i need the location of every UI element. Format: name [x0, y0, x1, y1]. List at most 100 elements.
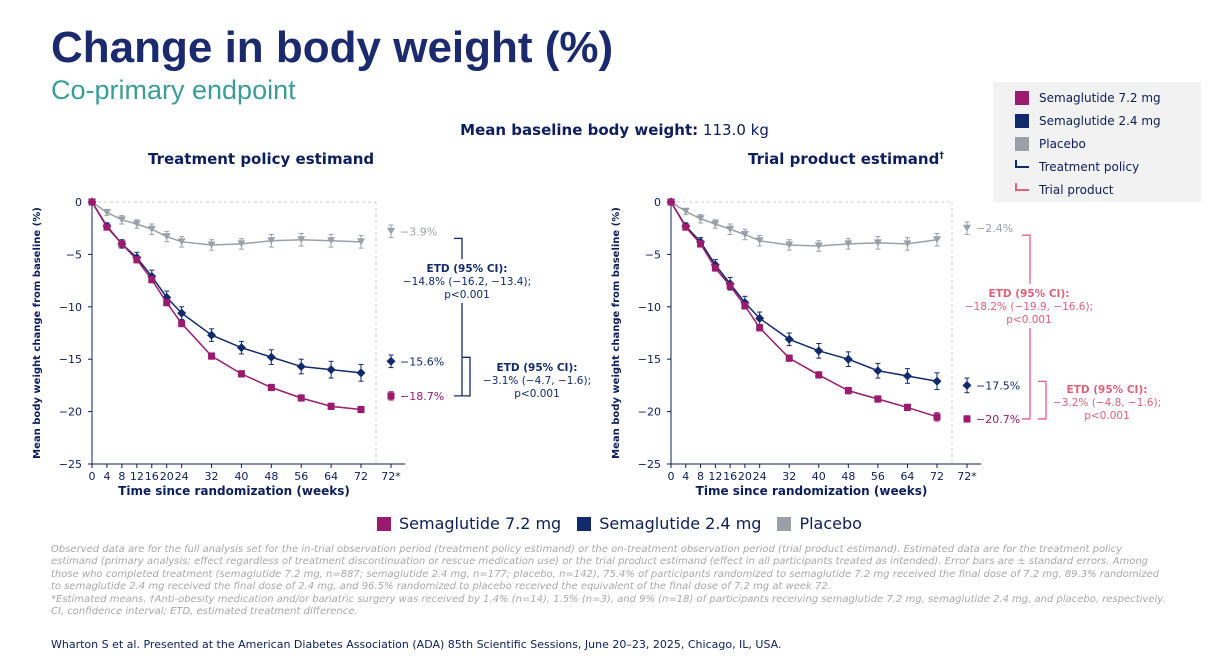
x-tick-label: 0: [668, 470, 675, 483]
y-tick-label: −5: [66, 248, 82, 261]
etd-p-value: p<0.001: [1084, 410, 1130, 422]
data-point: [237, 370, 245, 378]
etd-p-value: p<0.001: [1006, 314, 1052, 326]
y-tick-label: −25: [59, 458, 82, 471]
data-point: [873, 366, 883, 376]
estimate-label: −17.5%: [976, 379, 1020, 392]
data-point: [326, 365, 336, 375]
swatch-sema24: [1015, 114, 1029, 128]
x-tick-label: 8: [118, 470, 125, 483]
data-point: [903, 403, 911, 411]
x-tick-label: 56: [294, 470, 308, 483]
line-glyph-trial-product: [1015, 183, 1029, 191]
baseline-weight: Mean baseline body weight: 113.0 kg: [0, 121, 1229, 139]
estimate-point: [962, 380, 972, 390]
footnote-estimated: *Estimated means. †Anti-obesity medicati…: [51, 593, 1166, 605]
data-point: [696, 215, 705, 223]
x-tick-label: 0: [89, 470, 96, 483]
panel-title-treatment-policy: Treatment policy estimand: [148, 150, 375, 168]
bottom-legend: Semaglutide 7.2 mg Semaglutide 2.4 mg Pl…: [377, 514, 878, 533]
x-tick-label: 72: [354, 470, 368, 483]
data-point: [103, 223, 111, 231]
chart-trial-product: 0−5−10−15−20−250 4 8 12 16 20 24 32 40 48 56 64 72 72…: [611, 196, 1161, 498]
data-point: [327, 402, 335, 410]
data-point: [207, 330, 217, 340]
estimate-point: [963, 224, 971, 232]
series-line: [670, 201, 938, 382]
legend-item-treatment-policy: Treatment policy: [1015, 158, 1139, 176]
etd-p-value: p<0.001: [444, 289, 490, 301]
data-point: [88, 198, 96, 206]
estimate-label: −20.7%: [976, 413, 1020, 426]
data-point: [711, 264, 719, 272]
data-point: [902, 371, 912, 381]
bottom-legend-sema24: Semaglutide 2.4 mg: [577, 514, 761, 533]
data-point: [132, 220, 141, 228]
citation: Wharton S et al. Presented at the Americ…: [51, 638, 782, 651]
series-line: [670, 201, 938, 247]
series-line: [670, 201, 938, 418]
panel-title-trial-product: Trial product estimand†: [748, 150, 944, 168]
data-point: [296, 362, 306, 372]
x-tick-label: 16: [723, 470, 737, 483]
data-point: [711, 220, 720, 228]
data-point: [681, 207, 690, 215]
data-point: [874, 395, 882, 403]
series-line: [91, 201, 362, 246]
data-point: [208, 352, 216, 360]
data-point: [177, 308, 187, 318]
data-point: [785, 354, 793, 362]
x-tick-label: 24: [175, 470, 189, 483]
y-tick-label: −10: [638, 301, 661, 314]
x-tick-label: 32: [205, 470, 219, 483]
x-tick-label: 72*: [381, 470, 401, 483]
chart-treatment-policy: 0−5−10−15−20−250 4 8 12 16 20 24 32 40 48 56 64 72 72…: [32, 196, 591, 498]
data-point: [357, 238, 365, 246]
x-axis-label: Time since randomization (weeks): [696, 484, 928, 498]
x-tick-label: 20: [738, 470, 752, 483]
data-point: [266, 352, 276, 362]
data-point: [117, 216, 126, 224]
y-tick-label: −25: [638, 458, 661, 471]
data-point: [267, 237, 276, 245]
x-tick-label: 8: [697, 470, 704, 483]
data-point: [178, 320, 186, 328]
bottom-legend-placebo: Placebo: [777, 514, 862, 533]
x-tick-label: 12: [708, 470, 722, 483]
x-tick-label: 4: [682, 470, 689, 483]
data-point: [933, 236, 941, 244]
data-point: [267, 383, 275, 391]
data-point: [177, 238, 186, 246]
page-subtitle: Co-primary endpoint: [51, 75, 296, 105]
page-title: Change in body weight (%): [51, 23, 614, 72]
data-point: [843, 354, 853, 364]
etd-value: −18.2% (−19.9, −16.6);: [965, 301, 1093, 313]
data-point: [697, 240, 705, 248]
x-tick-label: 12: [130, 470, 144, 483]
data-point: [932, 376, 942, 386]
estimate-label: −2.4%: [976, 222, 1013, 235]
etd-annotation-bg: [954, 284, 1104, 328]
data-point: [148, 276, 156, 284]
data-point: [147, 225, 156, 233]
estimate-point: [387, 392, 395, 400]
series-line: [91, 201, 362, 411]
legend-item-placebo: Placebo: [1015, 135, 1086, 153]
etd-heading: ETD (95% CI):: [497, 362, 578, 374]
etd-p-value: p<0.001: [514, 388, 560, 400]
etd-bracket-sema24: [462, 356, 471, 397]
y-axis-label: Mean body weight change from baseline (%…: [611, 207, 622, 459]
etd-value: −3.1% (−4.7, −1.6);: [483, 375, 591, 387]
data-point: [327, 237, 336, 245]
data-point: [741, 302, 749, 310]
footnote-methods: Observed data are for the full analysis …: [51, 544, 1160, 593]
footnote: Observed data are for the full analysis …: [51, 544, 1171, 618]
data-point: [356, 368, 366, 378]
data-point: [297, 394, 305, 402]
baseline-value: 113.0 kg: [702, 121, 769, 139]
data-point: [102, 208, 111, 216]
y-tick-label: −20: [59, 406, 82, 419]
data-point: [755, 237, 764, 245]
legend-item-sema24: Semaglutide 2.4 mg: [1015, 112, 1161, 130]
x-tick-label: 48: [264, 470, 278, 483]
